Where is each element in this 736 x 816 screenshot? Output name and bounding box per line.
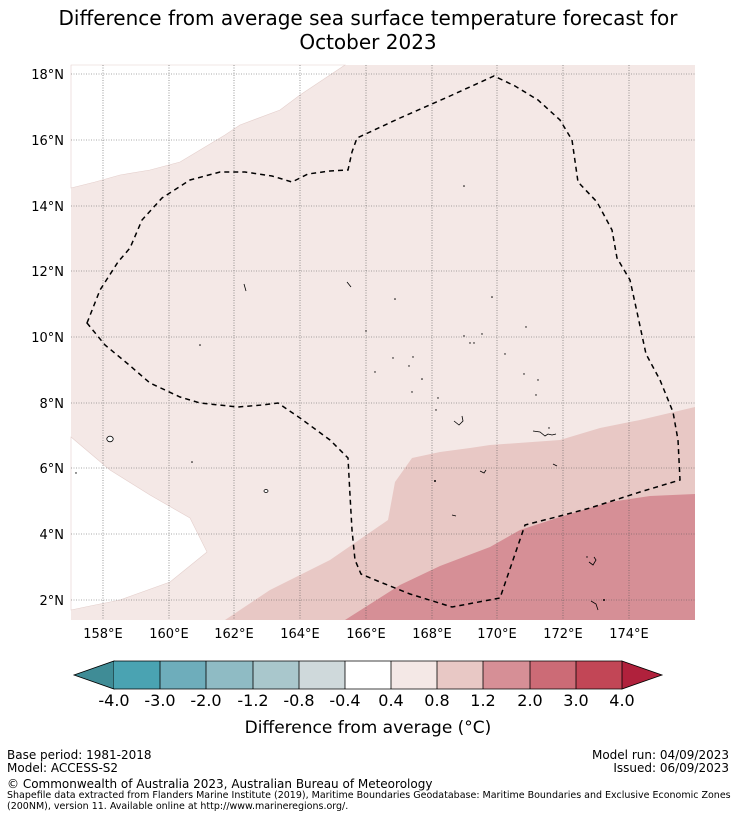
colorbar-extend-low: [72, 660, 115, 690]
anomaly-band-1-2-2-0: [345, 494, 695, 620]
copyright-notice: © Commonwealth of Australia 2023, Austra…: [7, 777, 433, 791]
colorbar-segment: [253, 661, 299, 689]
island-dots: [75, 185, 605, 601]
model-run-date: Model run: 04/09/2023: [591, 748, 729, 762]
colorbar-tick: -0.8: [283, 691, 314, 710]
colorbar: -4.0 -3.0 -2.0 -1.2 -0.8 -0.4 0.4 0.8 1.…: [72, 660, 664, 710]
colorbar-segment: [483, 661, 530, 689]
map-gridlines: [71, 65, 695, 620]
colorbar-label: Difference from average (°C): [244, 718, 492, 738]
source-credit-line-1: Shapefile data extracted from Flanders M…: [7, 790, 731, 801]
lon-label: 174°E: [609, 627, 649, 642]
lon-label: 158°E: [83, 627, 123, 642]
lon-label: 164°E: [280, 627, 320, 642]
model-name: Model: ACCESS-S2: [7, 761, 119, 775]
colorbar-segment: [391, 661, 437, 689]
land-region-west: [70, 436, 208, 611]
colorbar-tick: 2.0: [517, 691, 542, 710]
lon-label: 160°E: [149, 627, 189, 642]
colorbar-segment: [437, 661, 483, 689]
lon-label: 170°E: [477, 627, 517, 642]
colorbar-tick: 0.8: [424, 691, 449, 710]
lat-label: 4°N: [40, 528, 65, 543]
lat-label: 18°N: [31, 68, 64, 83]
eez-boundary-dashed: [86, 75, 681, 608]
title-line-1: Difference from average sea surface temp…: [58, 6, 678, 30]
colorbar-tick: -1.2: [237, 691, 268, 710]
lon-label: 166°E: [346, 627, 386, 642]
colorbar-segment: [299, 661, 345, 689]
base-period: Base period: 1981-2018: [7, 748, 152, 762]
latitude-labels: 18°N 16°N 14°N 12°N 10°N 8°N 6°N 4°N 2°N: [31, 68, 64, 609]
lat-label: 8°N: [40, 397, 65, 412]
colorbar-tick: 4.0: [609, 691, 634, 710]
source-credit-line-2: (200NM), version 11. Available online at…: [7, 801, 349, 812]
colorbar-tick: -2.0: [190, 691, 221, 710]
lat-label: 10°N: [31, 331, 64, 346]
lon-label: 172°E: [543, 627, 583, 642]
colorbar-tick: -4.0: [98, 691, 129, 710]
colorbar-segment: [160, 661, 206, 689]
islands: [106, 281, 599, 611]
lat-label: 12°N: [31, 265, 64, 280]
lat-label: 14°N: [31, 200, 64, 215]
colorbar-segment: [530, 661, 576, 689]
colorbar-extend-high: [621, 660, 664, 690]
chart-title: Difference from average sea surface temp…: [0, 6, 736, 54]
colorbar-segment: [114, 661, 160, 689]
colorbar-segment: [576, 661, 622, 689]
lat-label: 6°N: [40, 462, 65, 477]
lon-label: 168°E: [412, 627, 452, 642]
colorbar-tick: 3.0: [563, 691, 588, 710]
issued-date: Issued: 06/09/2023: [613, 761, 729, 775]
longitude-labels: 158°E 160°E 162°E 164°E 166°E 168°E 170°…: [83, 627, 649, 642]
lat-label: 2°N: [40, 594, 65, 609]
lon-label: 162°E: [214, 627, 254, 642]
colorbar-tick: -3.0: [144, 691, 175, 710]
colorbar-segment: [345, 661, 391, 689]
colorbar-tick: -0.4: [329, 691, 360, 710]
title-line-2: October 2023: [299, 30, 437, 54]
colorbar-tick: 0.4: [378, 691, 403, 710]
colorbar-segment: [206, 661, 253, 689]
colorbar-tick: 1.2: [470, 691, 495, 710]
lat-label: 16°N: [31, 134, 64, 149]
